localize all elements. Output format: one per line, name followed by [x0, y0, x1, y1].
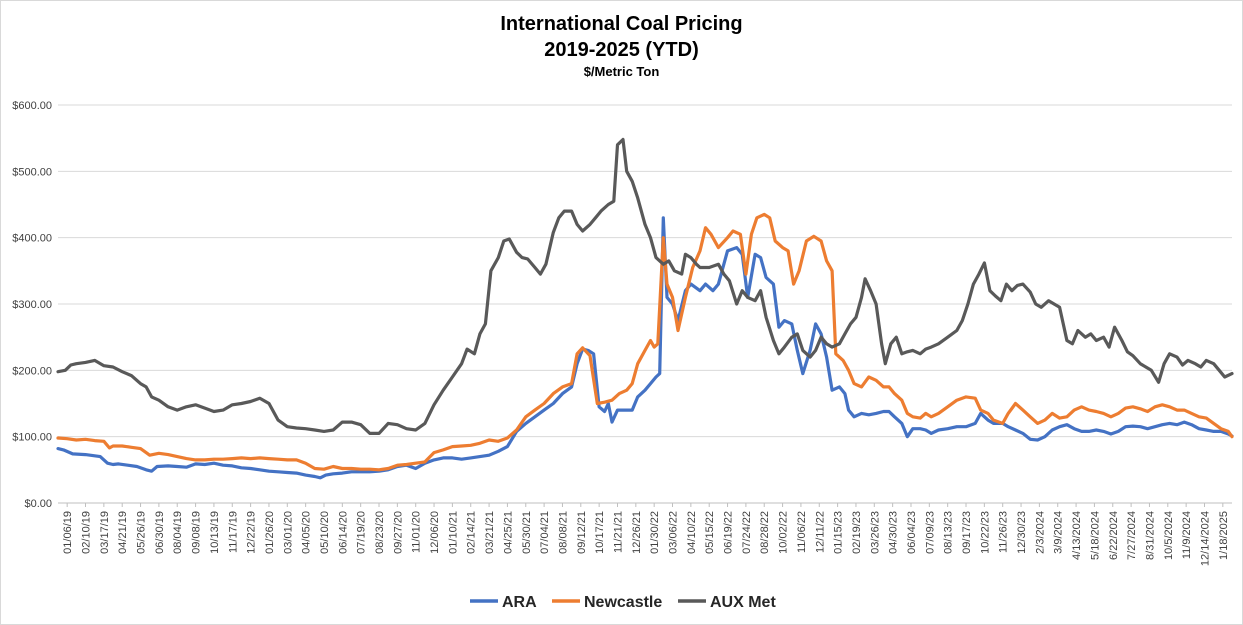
- x-tick-label: 04/30/23: [888, 511, 900, 554]
- x-tick-label: 05/30/21: [521, 511, 533, 554]
- x-tick-label: 12/06/20: [429, 511, 441, 554]
- x-tick-label: 06/04/23: [906, 511, 918, 554]
- x-tick-label: 04/25/21: [502, 511, 514, 554]
- x-tick-label: 2/3/2024: [1034, 511, 1046, 554]
- x-tick-label: 5/18/2024: [1089, 511, 1101, 560]
- x-axis: 01/06/19 02/10/19 03/17/19 04/21/19 05/26/19…: [62, 503, 1230, 566]
- x-tick-label: 11/9/2024: [1181, 511, 1193, 559]
- x-tick-label: 12/30/23: [1016, 511, 1028, 554]
- x-tick-label: 07/19/20: [356, 511, 368, 554]
- chart-title-years: 2019-2025 (YTD): [544, 39, 699, 61]
- x-tick-label: 02/14/21: [466, 511, 478, 554]
- x-tick-label: 10/17/21: [594, 511, 606, 554]
- y-tick-label: $600.00: [12, 100, 52, 112]
- x-tick-label: 03/01/20: [282, 511, 294, 554]
- x-tick-label: 12/11/22: [814, 511, 826, 553]
- x-tick-label: 03/26/23: [869, 511, 881, 554]
- chart-title: International Coal Pricing: [500, 13, 743, 35]
- x-tick-label: 8/31/2024: [1144, 511, 1156, 560]
- x-tick-label: 01/30/22: [649, 511, 661, 554]
- series-lines: [56, 137, 1234, 480]
- x-tick-label: 08/28/22: [759, 511, 771, 554]
- x-tick-label: 08/23/20: [374, 511, 386, 554]
- x-tick-label: 04/05/20: [301, 511, 313, 554]
- x-tick-label: 11/26/23: [998, 511, 1010, 553]
- x-tick-label: 03/21/21: [484, 511, 496, 554]
- x-tick-label: 11/06/22: [796, 511, 808, 553]
- y-tick-label: $400.00: [12, 233, 52, 245]
- legend: ARA Newcastle AUX Met: [470, 594, 776, 611]
- series-line-aux-met: [56, 137, 1234, 435]
- y-tick-label: $0.00: [24, 498, 52, 510]
- y-tick-label: $500.00: [12, 166, 52, 178]
- x-tick-label: 1/18/2025: [1218, 511, 1230, 560]
- x-tick-label: 06/30/19: [154, 511, 166, 554]
- x-tick-label: 12/22/19: [246, 511, 258, 554]
- x-tick-label: 06/19/22: [723, 511, 735, 554]
- x-tick-label: 10/13/19: [209, 511, 221, 554]
- x-tick-label: 08/13/23: [943, 511, 955, 554]
- chart-subtitle: $/Metric Ton: [583, 64, 660, 79]
- chart-titles: International Coal Pricing 2019-2025 (YT…: [1, 11, 1242, 81]
- x-tick-label: 07/09/23: [924, 511, 936, 554]
- legend-label: Newcastle: [584, 594, 662, 611]
- series-line-newcastle: [56, 212, 1234, 472]
- x-tick-label: 11/21/21: [612, 511, 624, 553]
- x-tick-label: 01/10/21: [447, 511, 459, 554]
- x-tick-label: 07/24/22: [741, 511, 753, 554]
- x-tick-label: 10/02/22: [778, 511, 790, 554]
- x-tick-label: 3/9/2024: [1053, 511, 1065, 554]
- y-tick-label: $300.00: [12, 299, 52, 311]
- x-tick-label: 12/14/2024: [1199, 511, 1211, 566]
- x-tick-label: 11/01/20: [411, 511, 423, 553]
- x-tick-label: 7/27/2024: [1126, 511, 1138, 560]
- x-tick-label: 12/26/21: [631, 511, 643, 554]
- x-tick-label: 08/08/21: [557, 511, 569, 554]
- y-tick-label: $100.00: [12, 432, 52, 444]
- x-tick-label: 4/13/2024: [1071, 511, 1083, 560]
- x-tick-label: 02/10/19: [81, 511, 93, 554]
- y-axis: $0.00 $100.00 $200.00 $300.00 $400.00 $500.00…: [12, 100, 52, 510]
- x-tick-label: 06/14/20: [337, 511, 349, 554]
- x-tick-label: 05/15/22: [704, 511, 716, 554]
- x-tick-label: 01/06/19: [62, 511, 74, 554]
- x-tick-label: 11/17/19: [227, 511, 239, 553]
- x-tick-label: 02/19/23: [851, 511, 863, 554]
- x-tick-label: 09/12/21: [576, 511, 588, 554]
- x-tick-label: 6/22/2024: [1108, 511, 1120, 560]
- x-tick-label: 04/10/22: [686, 511, 698, 554]
- x-tick-label: 01/15/23: [833, 511, 845, 554]
- x-tick-label: 03/06/22: [668, 511, 680, 554]
- x-tick-label: 05/10/20: [319, 511, 331, 554]
- x-tick-label: 09/17/23: [961, 511, 973, 554]
- x-tick-label: 10/5/2024: [1163, 511, 1175, 560]
- x-tick-label: 07/04/21: [539, 511, 551, 554]
- x-tick-label: 09/27/20: [392, 511, 404, 554]
- y-tick-label: $200.00: [12, 365, 52, 377]
- x-tick-label: 10/22/23: [979, 511, 991, 554]
- legend-label: ARA: [502, 594, 537, 611]
- x-tick-label: 04/21/19: [117, 511, 129, 554]
- x-tick-label: 01/26/20: [264, 511, 276, 554]
- x-tick-label: 08/04/19: [172, 511, 184, 554]
- x-tick-label: 09/08/19: [191, 511, 203, 554]
- x-tick-label: 03/17/19: [99, 511, 111, 554]
- legend-label: AUX Met: [710, 594, 776, 611]
- x-tick-label: 05/26/19: [136, 511, 148, 554]
